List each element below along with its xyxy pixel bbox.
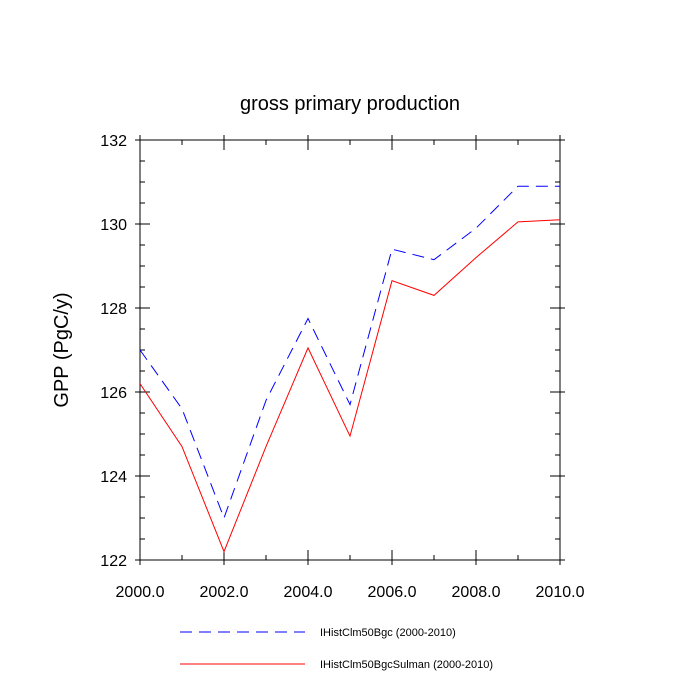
series-line-2 <box>139 219 561 553</box>
legend-label-1: IHistClm50Bgc (2000-2010) <box>320 627 456 639</box>
y-tick-label: 122 <box>100 553 127 570</box>
y-tick-label: 126 <box>100 385 127 402</box>
y-tick-label: 128 <box>100 301 127 318</box>
legend: IHistClm50Bgc (2000-2010) IHistClm50BgcSu… <box>180 627 493 671</box>
x-tick-label: 2000.0 <box>116 584 165 601</box>
y-tick-label: 132 <box>100 133 127 150</box>
x-tick-label: 2006.0 <box>368 584 417 601</box>
plot-frame <box>139 139 561 561</box>
legend-label-2: IHistClm50BgcSulman (2000-2010) <box>320 659 493 671</box>
chart-title: gross primary production <box>240 93 460 115</box>
series-line-1 <box>139 185 560 520</box>
x-tick-label: 2004.0 <box>284 584 333 601</box>
plot-area: 122 124 126 128 130 132 2000.0 2002.0 2004.0 2006… <box>100 133 584 601</box>
y-axis-label: GPP (PgC/y) <box>51 292 73 407</box>
minor-ticks <box>140 140 560 560</box>
y-tick-label: 124 <box>100 469 127 486</box>
x-tick-label: 2002.0 <box>200 584 249 601</box>
y-tick-label: 130 <box>100 217 127 234</box>
x-tick-label: 2010.0 <box>536 584 585 601</box>
x-tick-label: 2008.0 <box>452 584 501 601</box>
